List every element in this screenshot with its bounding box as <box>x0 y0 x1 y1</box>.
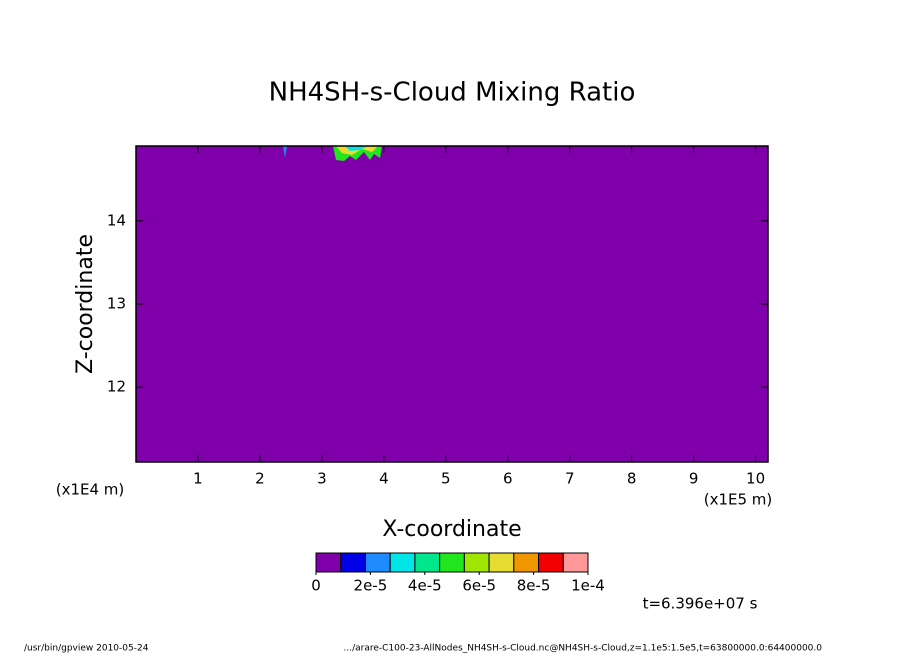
colorbar-box <box>315 552 342 573</box>
colorbar-box <box>562 552 589 573</box>
colorbar-box <box>488 552 515 573</box>
x-tick-label: 6 <box>503 470 513 488</box>
chart-title: NH4SH-s-Cloud Mixing Ratio <box>269 78 636 108</box>
colorbar-box <box>340 552 366 573</box>
x-tick-label: 4 <box>379 470 389 488</box>
colorbar-label: 1e-4 <box>571 577 605 595</box>
x-axis-label: X-coordinate <box>382 517 521 542</box>
colorbar-label: 6e-5 <box>462 577 496 595</box>
plot-area <box>136 146 768 462</box>
colorbar-box <box>513 552 540 573</box>
footer-right: .../arare-C100-23-AllNodes_NH4SH-s-Cloud… <box>344 644 823 654</box>
contour-fill <box>283 146 287 158</box>
colorbar-box <box>439 552 465 573</box>
colorbar-box <box>538 552 564 573</box>
colorbar-box <box>364 552 391 573</box>
contour-fill <box>336 146 378 155</box>
x-tick-label: 2 <box>255 470 265 488</box>
colorbar-box <box>463 552 490 573</box>
x-tick-label: 1 <box>193 470 203 488</box>
x-tick-label: 10 <box>746 470 765 488</box>
contour-fill <box>345 146 368 151</box>
colorbar-label: 8e-5 <box>517 577 551 595</box>
colorbar-box <box>389 552 416 573</box>
colorbar-label: 4e-5 <box>408 577 442 595</box>
y-unit: (x1E4 m) <box>56 481 125 499</box>
colorbar-box <box>414 552 441 573</box>
y-tick-label: 12 <box>107 378 126 396</box>
y-axis-label: Z-coordinate <box>73 234 98 374</box>
x-tick-label: 7 <box>565 470 575 488</box>
time-label: t=6.396e+07 s <box>643 595 758 613</box>
x-tick-label: 8 <box>627 470 637 488</box>
footer-left: /usr/bin/gpview 2010-05-24 <box>24 644 149 654</box>
colorbar-label: 2e-5 <box>354 577 388 595</box>
y-tick-label: 14 <box>107 211 126 229</box>
x-tick-label: 5 <box>441 470 451 488</box>
x-tick-label: 9 <box>689 470 699 488</box>
y-tick-label: 13 <box>107 295 126 313</box>
x-tick-label: 3 <box>317 470 327 488</box>
x-unit: (x1E5 m) <box>704 491 773 509</box>
colorbar-label: 0 <box>311 577 321 595</box>
cloud-patch <box>283 146 382 161</box>
